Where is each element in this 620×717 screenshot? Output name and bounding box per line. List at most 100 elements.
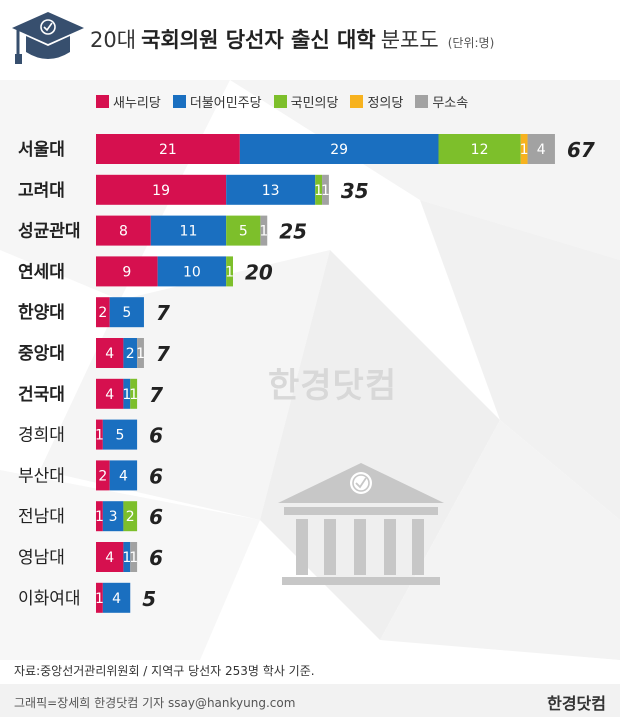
total-value-label: 5 bbox=[142, 587, 156, 611]
legend-swatch bbox=[96, 95, 109, 108]
category-label: 서울대 bbox=[18, 140, 65, 160]
title-suffix: 분포도 bbox=[380, 28, 439, 52]
bar-segment bbox=[123, 542, 131, 572]
source-note: 자료:중앙선거관리위원회 / 지역구 당선자 253명 학사 기준. bbox=[14, 664, 315, 678]
bar-segment bbox=[96, 174, 227, 205]
legend-label: 국민의당 bbox=[290, 96, 339, 111]
segment-value-label: 1 bbox=[136, 346, 145, 362]
segment-value-label: 5 bbox=[122, 305, 131, 321]
category-label: 한양대 bbox=[18, 303, 65, 323]
segment-value-label: 1 bbox=[95, 591, 104, 607]
credit-line: 그래픽=장세희 한경닷컴 기자 ssay@hankyung.com bbox=[14, 696, 296, 710]
bar-segment bbox=[322, 174, 329, 205]
category-label: 건국대 bbox=[18, 385, 65, 405]
bar-segment bbox=[96, 542, 124, 572]
bar-segment bbox=[260, 215, 268, 246]
legend-item: 국민의당 bbox=[273, 92, 339, 111]
segment-value-label: 9 bbox=[122, 264, 131, 280]
bar-segment bbox=[102, 501, 124, 532]
segment-value-label: 1 bbox=[225, 264, 234, 280]
legend-item: 더불어민주당 bbox=[172, 92, 262, 111]
segment-value-label: 8 bbox=[119, 224, 128, 240]
segment-value-label: 3 bbox=[109, 509, 118, 525]
bar-segment bbox=[150, 215, 227, 246]
total-value-label: 6 bbox=[149, 546, 163, 570]
total-value-label: 6 bbox=[149, 424, 163, 448]
total-value-label: 7 bbox=[156, 342, 170, 366]
bar-segment bbox=[96, 297, 110, 328]
segment-value-label: 10 bbox=[183, 264, 201, 280]
segment-value-label: 19 bbox=[152, 183, 170, 199]
category-label: 성균관대 bbox=[18, 222, 81, 242]
legend-swatch bbox=[172, 95, 186, 108]
bar-segment bbox=[123, 338, 138, 368]
bar-segment bbox=[130, 542, 138, 572]
segment-value-label: 5 bbox=[239, 224, 248, 240]
segment-value-label: 1 bbox=[95, 509, 104, 525]
legend-label: 새누리당 bbox=[113, 96, 161, 111]
legend: 새누리당 더불어민주당 국민의당 정의당 무소속 bbox=[96, 92, 480, 111]
bar-segment bbox=[226, 256, 233, 287]
graduation-cap-icon bbox=[12, 12, 84, 64]
legend-item: 무소속 bbox=[415, 92, 468, 111]
header: 20대 국회의원 당선자 출신 대학 분포도 (단위:명) bbox=[0, 0, 620, 80]
category-label: 이화여대 bbox=[18, 589, 81, 609]
chart-title: 20대 국회의원 당선자 출신 대학 분포도 (단위:명) bbox=[90, 24, 494, 54]
bar-segment bbox=[102, 582, 131, 613]
legend-label: 무소속 bbox=[432, 96, 469, 111]
bar-segment bbox=[96, 256, 158, 287]
total-value-label: 67 bbox=[567, 138, 595, 162]
legend-label: 더불어민주당 bbox=[189, 96, 262, 111]
bar-segment bbox=[96, 134, 240, 164]
bar-segment bbox=[226, 174, 316, 205]
bar-segment bbox=[109, 297, 144, 328]
legend-label: 정의당 bbox=[367, 96, 404, 111]
watermark: 한경닷컴 bbox=[268, 366, 398, 406]
segment-value-label: 13 bbox=[262, 183, 280, 199]
category-label: 연세대 bbox=[18, 262, 65, 282]
segment-value-label: 5 bbox=[116, 428, 125, 444]
segment-value-label: 1 bbox=[129, 387, 138, 403]
bar-segment bbox=[123, 501, 138, 532]
bar-segment bbox=[527, 134, 555, 164]
segment-value-label: 1 bbox=[122, 387, 131, 403]
total-value-label: 6 bbox=[149, 505, 163, 529]
bar-segment bbox=[315, 174, 323, 205]
bar-segment bbox=[102, 419, 138, 450]
legend-item: 정의당 bbox=[350, 92, 403, 111]
segment-value-label: 12 bbox=[471, 142, 489, 158]
segment-value-label: 1 bbox=[122, 550, 131, 566]
total-value-label: 7 bbox=[156, 301, 170, 325]
segment-value-label: 4 bbox=[537, 142, 546, 158]
bar-segment bbox=[96, 378, 124, 409]
legend-swatch bbox=[273, 95, 287, 108]
segment-value-label: 4 bbox=[112, 591, 121, 607]
category-label: 전남대 bbox=[18, 507, 65, 527]
segment-value-label: 4 bbox=[119, 468, 128, 484]
segment-value-label: 2 bbox=[98, 305, 107, 321]
total-value-label: 6 bbox=[149, 464, 163, 488]
title-main: 국회의원 당선자 출신 대학 bbox=[141, 28, 376, 52]
bar-segment bbox=[438, 134, 521, 164]
segment-value-label: 1 bbox=[520, 142, 529, 158]
segment-value-label: 4 bbox=[105, 387, 114, 403]
bar-segment bbox=[96, 582, 103, 613]
bar-segment bbox=[157, 256, 227, 287]
category-label: 경희대 bbox=[18, 426, 65, 446]
segment-value-label: 21 bbox=[159, 142, 177, 158]
total-value-label: 20 bbox=[245, 260, 273, 284]
segment-value-label: 4 bbox=[105, 550, 114, 566]
category-label: 중앙대 bbox=[18, 344, 65, 364]
bar-segment bbox=[520, 134, 528, 164]
bar-segment bbox=[130, 378, 138, 409]
segment-value-label: 4 bbox=[105, 346, 114, 362]
university-building-icon bbox=[278, 463, 444, 585]
segment-value-label: 1 bbox=[321, 183, 330, 199]
segment-value-label: 1 bbox=[314, 183, 323, 199]
bar-segment bbox=[123, 378, 131, 409]
bar-segment bbox=[137, 338, 144, 368]
bar-segment bbox=[96, 215, 151, 246]
bar-segment bbox=[109, 460, 138, 491]
legend-swatch bbox=[350, 95, 364, 108]
